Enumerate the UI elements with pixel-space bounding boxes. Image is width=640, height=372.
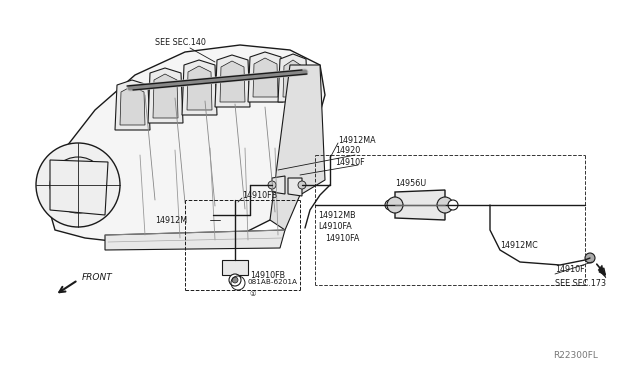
- Polygon shape: [270, 65, 325, 230]
- Text: 14912MC: 14912MC: [500, 241, 538, 250]
- Polygon shape: [120, 86, 145, 125]
- Text: SEE SEC.140: SEE SEC.140: [155, 38, 206, 46]
- Circle shape: [585, 253, 595, 263]
- Polygon shape: [220, 61, 245, 102]
- Polygon shape: [288, 178, 302, 196]
- Text: FRONT: FRONT: [82, 273, 113, 282]
- Polygon shape: [115, 80, 150, 130]
- Circle shape: [448, 200, 458, 210]
- Text: R22300FL: R22300FL: [553, 350, 598, 359]
- Polygon shape: [395, 190, 445, 220]
- Polygon shape: [253, 58, 278, 97]
- Text: 14956U: 14956U: [395, 179, 426, 187]
- Circle shape: [62, 169, 94, 201]
- Text: 14920: 14920: [335, 145, 360, 154]
- Circle shape: [268, 181, 276, 189]
- Polygon shape: [248, 52, 283, 102]
- Circle shape: [298, 181, 306, 189]
- Polygon shape: [283, 60, 303, 97]
- Text: L4910FA: L4910FA: [318, 221, 352, 231]
- Circle shape: [232, 277, 238, 283]
- Polygon shape: [187, 66, 212, 110]
- Circle shape: [36, 143, 120, 227]
- Polygon shape: [148, 68, 183, 123]
- Polygon shape: [105, 230, 285, 250]
- Text: 14912MB: 14912MB: [318, 211, 356, 219]
- Circle shape: [437, 197, 453, 213]
- Polygon shape: [215, 55, 250, 107]
- Polygon shape: [598, 265, 606, 278]
- Text: 14910FB: 14910FB: [242, 190, 277, 199]
- Polygon shape: [182, 60, 217, 115]
- Text: 14910FB: 14910FB: [250, 270, 285, 279]
- Circle shape: [387, 197, 403, 213]
- Text: 14910F: 14910F: [335, 157, 365, 167]
- Text: 14910FA: 14910FA: [325, 234, 360, 243]
- Polygon shape: [278, 54, 308, 102]
- Circle shape: [229, 274, 241, 286]
- Circle shape: [385, 200, 395, 210]
- Text: 14910F: 14910F: [555, 266, 584, 275]
- Polygon shape: [50, 160, 108, 215]
- Circle shape: [50, 157, 106, 213]
- Text: ①: ①: [250, 291, 257, 297]
- Text: SEE SEC.173: SEE SEC.173: [555, 279, 606, 288]
- Polygon shape: [153, 74, 178, 118]
- Text: 14912M: 14912M: [155, 215, 187, 224]
- Polygon shape: [45, 45, 325, 245]
- Text: 081AB-6201A: 081AB-6201A: [248, 279, 298, 285]
- Text: 14912MA: 14912MA: [338, 135, 376, 144]
- Polygon shape: [272, 176, 285, 194]
- Polygon shape: [222, 260, 248, 275]
